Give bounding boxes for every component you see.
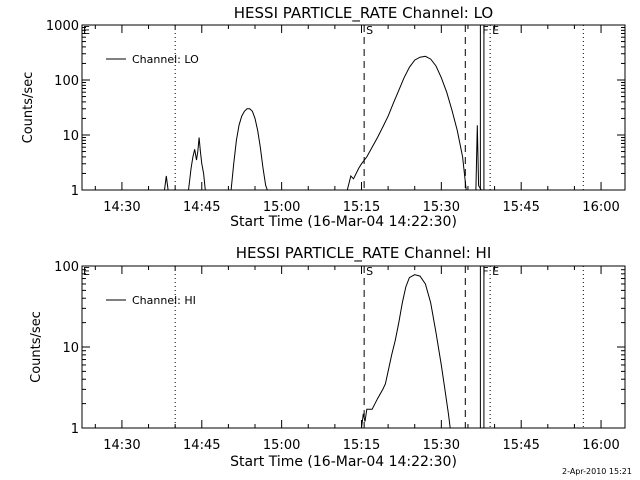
event-marker-label: S [366,265,373,278]
y-axis-label: Counts/sec [29,311,44,383]
y-tick-label: 1000 [46,19,79,34]
chart-title: HESSI PARTICLE_RATE Channel: LO [234,4,493,23]
y-tick-label: 100 [54,74,79,89]
legend-label: Channel: LO [132,53,199,66]
x-tick-label: 15:30 [423,438,460,453]
x-axis-label: Start Time (16-Mar-04 14:22:30) [230,214,457,230]
panel-lo: HESSI PARTICLE_RATE Channel: LO 14:30 14:4… [21,4,626,230]
plot-frame [81,265,626,429]
x-tick-label: 15:15 [343,438,380,453]
panel-hi: HESSI PARTICLE_RATE Channel: HI 14:30 14:4… [29,244,626,470]
x-tick-label: 15:15 [343,200,380,215]
x-tick-label: 14:45 [183,200,220,215]
event-marker-label: E [492,24,499,37]
footer-timestamp: 2-Apr-2010 15:21 [562,467,632,476]
x-tick-label: 16:00 [582,200,619,215]
x-tick-label: 14:45 [183,438,220,453]
event-marker-label: E [492,265,499,278]
plot-frame [81,24,626,191]
x-tick-label: 14:30 [103,200,140,215]
y-tick-label: 1 [71,422,79,437]
data-series-line [361,274,451,429]
corner-marker-label: E [83,265,90,278]
x-tick-label: 16:00 [582,438,619,453]
x-tick-label: 15:00 [263,438,300,453]
x-tick-label: 15:45 [502,438,539,453]
y-axis-label: Counts/sec [21,72,36,144]
event-marker-label: F [482,265,488,278]
data-series-line [164,55,482,191]
chart-title: HESSI PARTICLE_RATE Channel: HI [236,244,492,263]
y-tick-label: 100 [54,260,79,275]
y-tick-label: 10 [62,129,79,144]
x-axis-label: Start Time (16-Mar-04 14:22:30) [230,454,457,470]
y-tick-label: 1 [71,184,79,199]
legend-label: Channel: HI [132,294,196,307]
event-marker-label: F [482,24,488,37]
x-tick-label: 15:00 [263,200,300,215]
x-tick-label: 14:30 [103,438,140,453]
event-marker-label: S [366,24,373,37]
x-tick-label: 15:30 [423,200,460,215]
x-tick-label: 15:45 [502,200,539,215]
corner-marker-label: E [83,24,90,37]
y-tick-label: 10 [62,341,79,356]
